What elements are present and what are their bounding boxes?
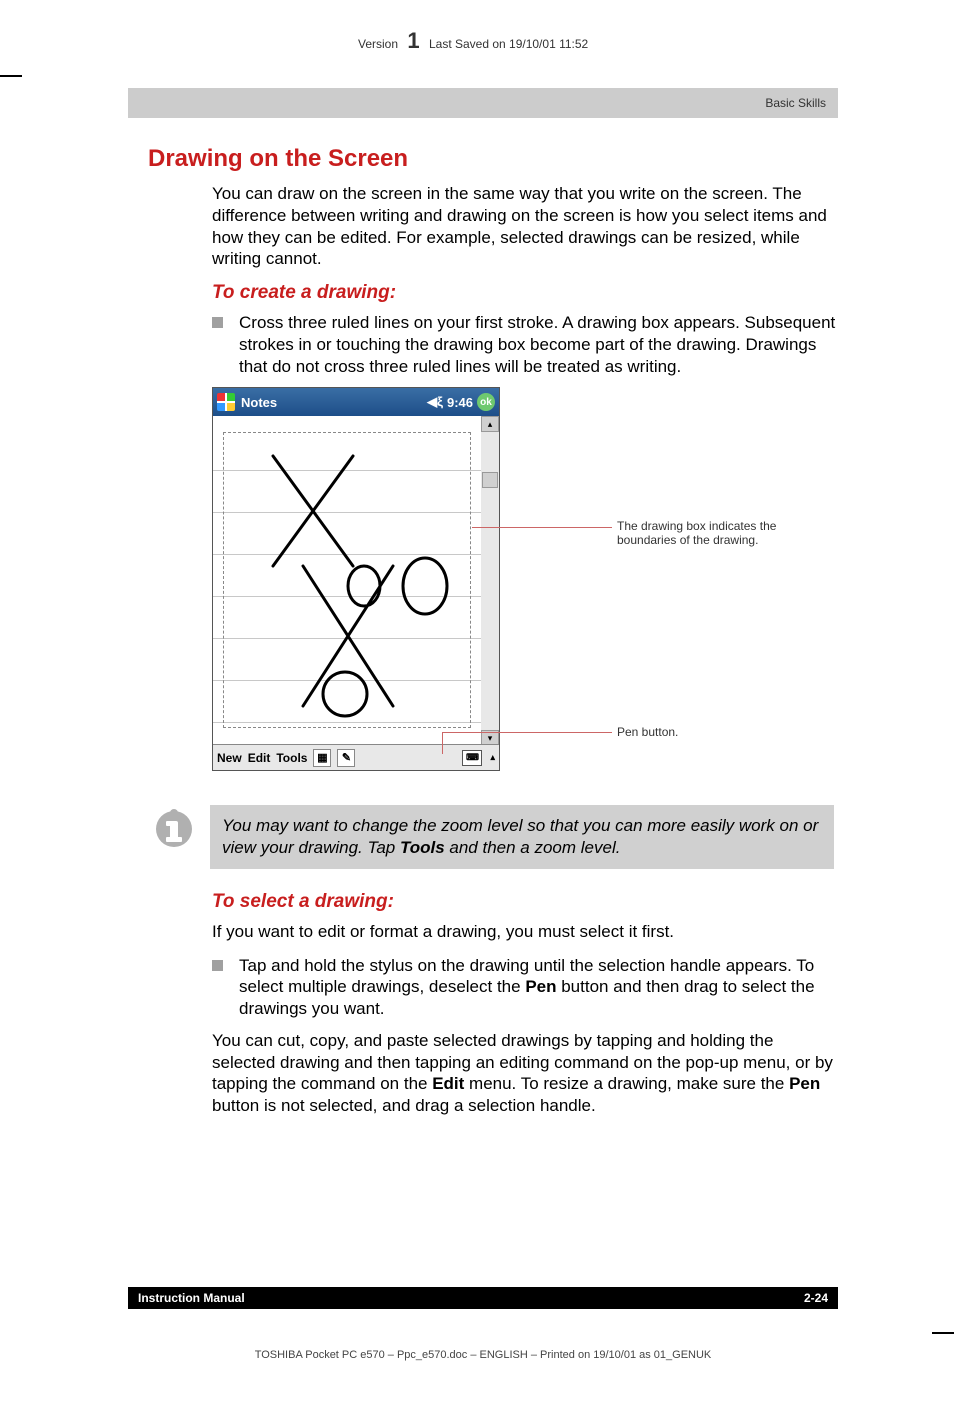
footer-left: Instruction Manual xyxy=(138,1291,245,1305)
callout-line-v xyxy=(442,732,443,754)
section-bar: Basic Skills xyxy=(128,88,838,118)
notes-title: Notes xyxy=(241,395,277,410)
page-title: Drawing on the Screen xyxy=(148,145,838,173)
keyboard-icon[interactable]: ⌨ xyxy=(462,750,482,766)
ink-strokes xyxy=(213,416,483,746)
sub-heading-select: To select a drawing: xyxy=(212,891,838,913)
closing-b: menu. To resize a drawing, make sure the xyxy=(464,1074,789,1093)
closing-bold1: Edit xyxy=(432,1074,464,1093)
content: Drawing on the Screen You can draw on th… xyxy=(148,145,838,1129)
info-note-row: You may want to change the zoom level so… xyxy=(148,805,838,869)
crop-mark xyxy=(0,75,22,77)
info-note: You may want to change the zoom level so… xyxy=(210,805,834,869)
pen-icon[interactable]: ✎ xyxy=(337,749,355,767)
scroll-up-icon[interactable]: ▴ xyxy=(481,416,499,432)
toolbar-edit[interactable]: Edit xyxy=(248,751,271,765)
bullet-select-bold: Pen xyxy=(525,977,556,996)
select-intro: If you want to edit or format a drawing,… xyxy=(212,921,836,943)
bullet-icon xyxy=(212,317,223,328)
notes-canvas xyxy=(213,416,483,746)
callout-line xyxy=(442,732,612,733)
bullet-item: Tap and hold the stylus on the drawing u… xyxy=(212,955,836,1020)
closing-paragraph: You can cut, copy, and paste selected dr… xyxy=(212,1030,836,1117)
footer-right: 2-24 xyxy=(804,1291,828,1305)
xo-path xyxy=(273,456,447,716)
notes-titlebar: Notes ◀ξ 9:46 ok xyxy=(213,388,499,416)
toolbar-tools[interactable]: Tools xyxy=(276,751,307,765)
bullet-text: Cross three ruled lines on your first st… xyxy=(239,312,836,377)
version-header: Version 1 Last Saved on 19/10/01 11:52 xyxy=(358,28,838,54)
info-icon xyxy=(152,805,196,849)
footer-bar: Instruction Manual 2-24 xyxy=(128,1287,838,1309)
callout-drawing-box: The drawing box indicates the boundaries… xyxy=(617,519,837,547)
windows-icon xyxy=(217,393,235,411)
version-number: 1 xyxy=(401,28,425,53)
saved-label: Last Saved on 19/10/01 11:52 xyxy=(429,37,588,51)
bullet-item: Cross three ruled lines on your first st… xyxy=(212,312,836,377)
crop-mark xyxy=(932,1332,954,1334)
bullet-text: Tap and hold the stylus on the drawing u… xyxy=(239,955,836,1020)
sound-icon: ◀ξ xyxy=(427,394,443,410)
notes-app-screenshot: Notes ◀ξ 9:46 ok xyxy=(212,387,500,771)
clock: 9:46 xyxy=(447,395,473,410)
scroll-thumb[interactable] xyxy=(482,472,498,488)
info-suffix: and then a zoom level. xyxy=(445,838,621,857)
ok-button[interactable]: ok xyxy=(477,393,495,411)
cassette-icon[interactable]: ▦ xyxy=(313,749,331,767)
toolbar-new[interactable]: New xyxy=(217,751,242,765)
closing-bold2: Pen xyxy=(789,1074,820,1093)
sub-heading-create: To create a drawing: xyxy=(212,282,838,304)
info-bold: Tools xyxy=(400,838,445,857)
intro-paragraph: You can draw on the screen in the same w… xyxy=(212,183,836,270)
scrollbar[interactable]: ▴ ▾ xyxy=(481,416,499,746)
section-bar-text: Basic Skills xyxy=(765,96,826,110)
callout-line xyxy=(472,527,612,528)
callout-pen-button: Pen button. xyxy=(617,725,678,739)
bullet-icon xyxy=(212,960,223,971)
version-label: Version xyxy=(358,37,398,51)
closing-c: button is not selected, and drag a selec… xyxy=(212,1096,596,1115)
footer-small: TOSHIBA Pocket PC e570 – Ppc_e570.doc – … xyxy=(128,1349,838,1361)
screenshot-wrap: Notes ◀ξ 9:46 ok xyxy=(212,387,836,787)
notes-toolbar: New Edit Tools ▦ ✎ ⌨ ▴ xyxy=(213,744,499,770)
page-body: Version 1 Last Saved on 19/10/01 11:52 B… xyxy=(128,0,838,1409)
keyboard-arrow-icon[interactable]: ▴ xyxy=(490,752,495,763)
